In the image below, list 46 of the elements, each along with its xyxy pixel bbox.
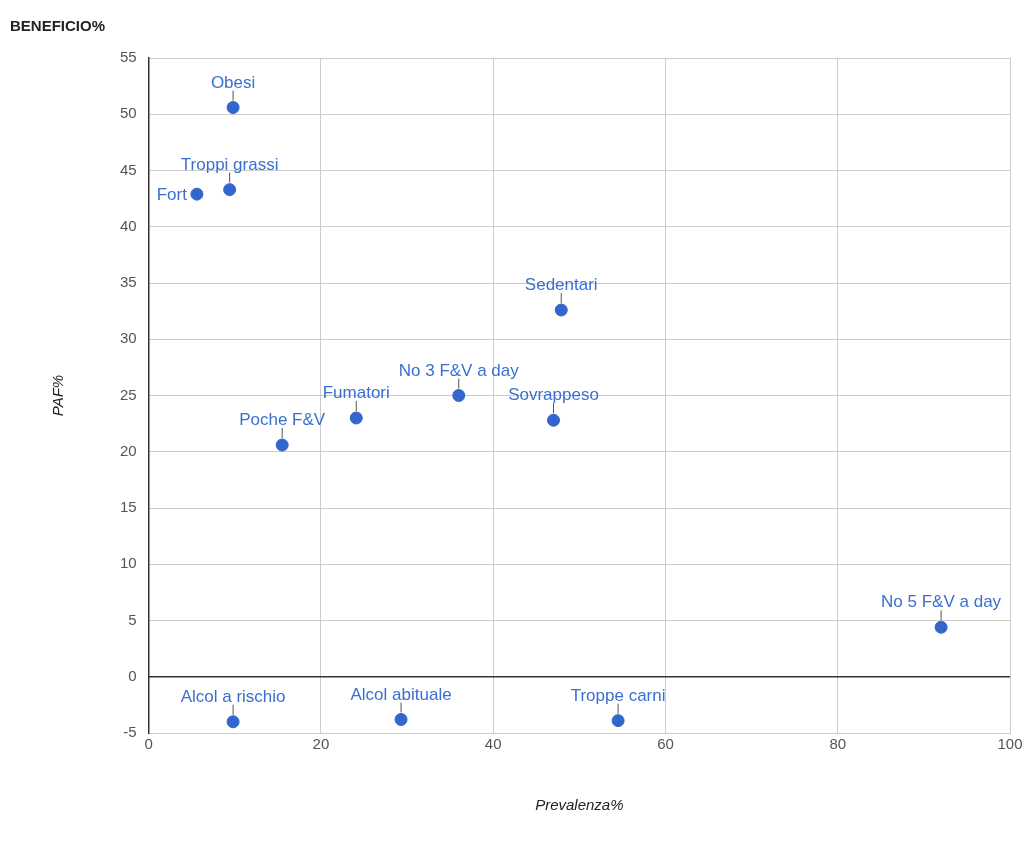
annotation: Sedentari: [524, 275, 598, 294]
y-axis-title: PAF%: [49, 374, 67, 417]
y-tick-label: 5: [128, 610, 137, 628]
y-tick-label: 15: [120, 498, 137, 516]
annotation: Sovrappeso: [508, 385, 599, 405]
x-axis-title: Prevalenza%: [535, 796, 624, 814]
y-tick-label: 55: [120, 48, 137, 66]
x-tick-label: 100: [997, 735, 1023, 753]
point: [452, 389, 466, 402]
point: [934, 620, 948, 634]
x-tick-label: 0: [144, 735, 153, 753]
point: [547, 413, 560, 427]
y-tick-label: 45: [120, 160, 137, 178]
y-tick-label: 30: [120, 329, 137, 347]
x-tick-label: 40: [484, 735, 502, 753]
annotation: Alcol abituale: [350, 684, 452, 704]
y-tick-label: 40: [120, 216, 137, 234]
y-tick-label: 20: [120, 441, 137, 459]
point: [394, 713, 408, 726]
y-tick-label: 25: [120, 385, 137, 403]
annotation: Alcol a rischio: [180, 686, 286, 706]
point: [349, 411, 363, 425]
chart-title: BENEFICIO%: [10, 17, 106, 35]
annotation: Troppi grassi: [180, 154, 279, 174]
y-tick-label: -5: [123, 723, 137, 741]
point: [611, 714, 625, 728]
point: [554, 303, 568, 317]
point: [226, 101, 240, 114]
annotation: Poche F&V: [239, 410, 326, 429]
x-tick-label: 60: [657, 735, 674, 753]
point: [275, 438, 289, 452]
annotation: No 5 F&V a day: [881, 592, 1002, 612]
annotation: Obesi: [210, 72, 256, 92]
annotation: Troppe carni: [570, 685, 666, 705]
y-tick-label: 35: [120, 273, 137, 291]
x-tick-label: 80: [829, 735, 847, 753]
y-tick-label: 50: [120, 104, 137, 122]
point: [223, 183, 237, 197]
y-tick-label: 10: [120, 554, 137, 572]
annotation: Fort: [156, 185, 188, 205]
y-tick-label: 0: [128, 666, 137, 684]
x-tick-label: 20: [312, 735, 330, 753]
point: [190, 187, 204, 201]
annotation: Fumatori: [322, 383, 390, 402]
point: [226, 715, 240, 729]
annotation: No 3 F&V a day: [398, 360, 520, 380]
